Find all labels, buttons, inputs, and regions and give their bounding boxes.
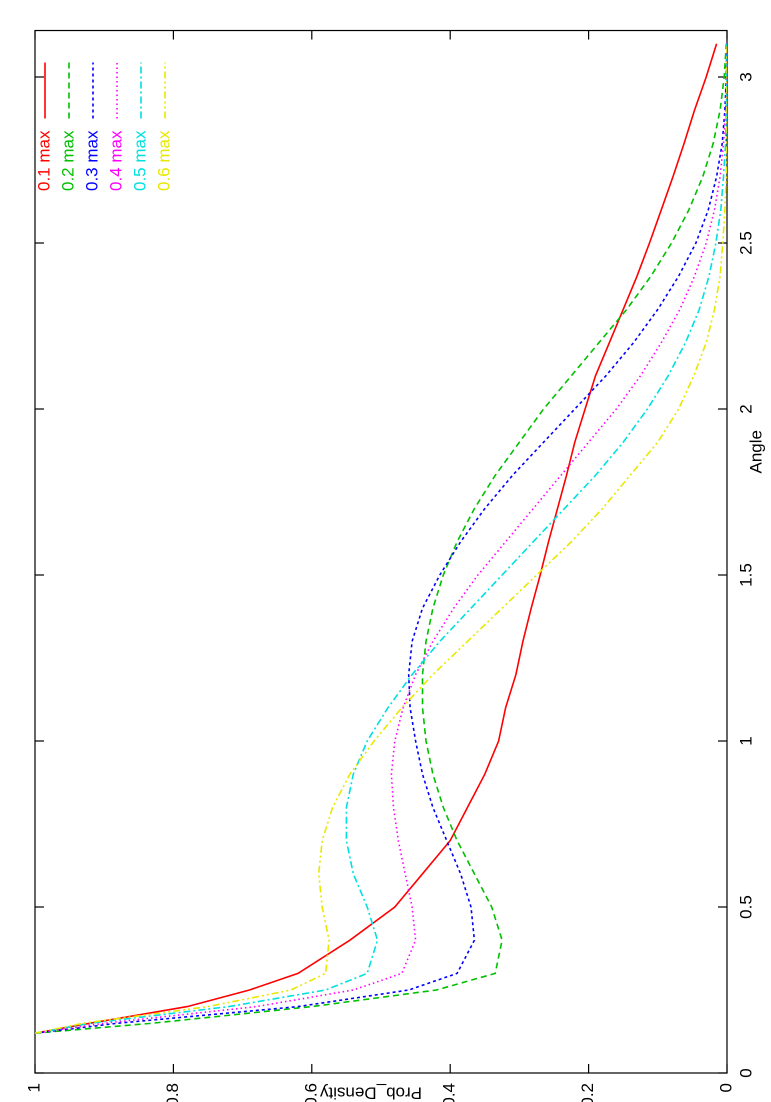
x-axis-label: Angle: [746, 430, 765, 473]
x-tick-label: 2: [736, 404, 755, 413]
line-series: [35, 43, 727, 1034]
x-tick-label: 1: [736, 736, 755, 745]
y-tick-label: 0.6: [301, 1083, 320, 1102]
legend-label: 0.4 max: [106, 130, 125, 191]
y-tick-label: 0.2: [578, 1083, 597, 1102]
y-tick-label: 1: [24, 1083, 43, 1092]
x-tick-label: 0: [736, 1068, 755, 1077]
legend-label: 0.2 max: [58, 130, 77, 191]
legend-label: 0.5 max: [130, 130, 149, 191]
line-series: [35, 43, 727, 1034]
legend-label: 0.6 max: [154, 130, 173, 191]
x-tick-label: 2.5: [736, 231, 755, 255]
plot-frame: [34, 29, 728, 1074]
x-tick-label: 3: [736, 72, 755, 81]
line-series: [35, 43, 727, 1034]
line-series: [35, 43, 727, 1034]
y-axis-label: Prob_Density: [319, 1084, 422, 1102]
y-tick-label: 0.8: [163, 1083, 182, 1102]
line-series: [35, 43, 718, 1034]
rotated-chart: 0 0.5 1 1.5 2 2.5 3 0 0.2 0.4 0.6 0.8 1 Angle Prob_Den…: [24, 29, 765, 1102]
legend-label: 0.1 max: [34, 130, 53, 191]
legend-label: 0.3 max: [82, 130, 101, 191]
x-tick-label: 0.5: [736, 895, 755, 919]
line-series: [35, 43, 727, 1034]
y-tick-label: 0.4: [440, 1083, 459, 1102]
y-tick-label: 0: [716, 1083, 735, 1092]
x-tick-label: 1.5: [736, 563, 755, 587]
